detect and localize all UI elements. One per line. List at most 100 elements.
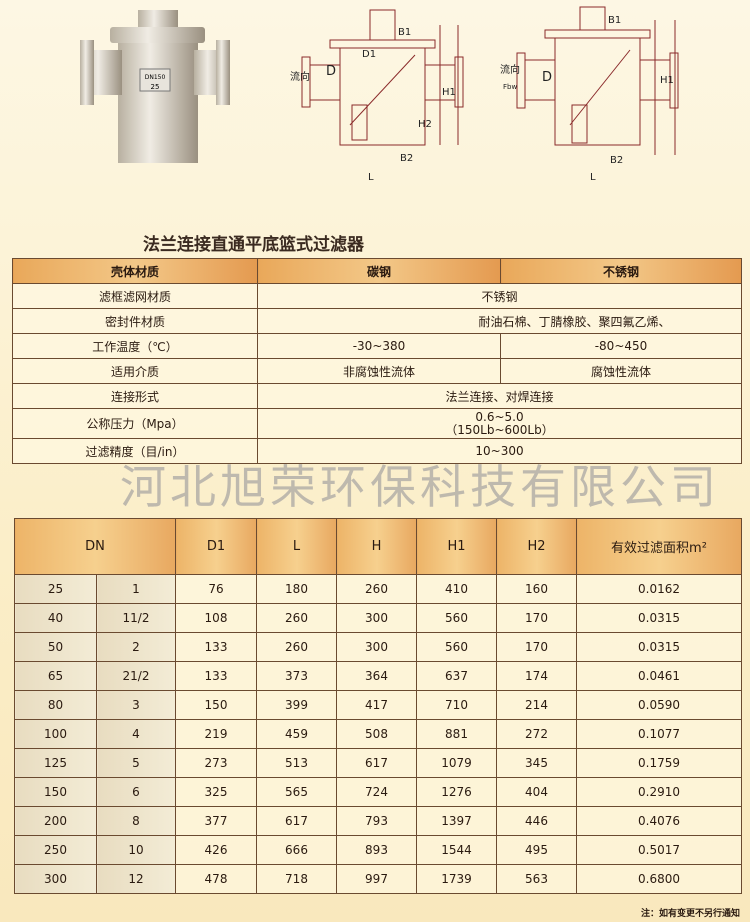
table-cell: 0.0315 xyxy=(576,632,742,662)
header-cell: H1 xyxy=(416,518,497,575)
table-cell: 1276 xyxy=(416,777,497,807)
table-cell: 40 xyxy=(14,603,97,633)
table-cell: 3 xyxy=(96,690,176,720)
table-cell: 4 xyxy=(96,719,176,749)
table-cell: 1 xyxy=(96,574,176,604)
table-row: 40 11/2 108 260 300 560 170 0.0315 xyxy=(14,603,742,633)
row-value: 腐蚀性流体 xyxy=(500,358,742,384)
fbw-label: Fbw xyxy=(503,83,517,91)
table-cell: 881 xyxy=(416,719,497,749)
table-cell: 10 xyxy=(96,835,176,865)
pressure-lb: （150Lb~600Lb） xyxy=(445,422,554,437)
table-row: 100 4 219 459 508 881 272 0.1077 xyxy=(14,719,742,749)
table-cell: 170 xyxy=(496,603,577,633)
header-cell: 壳体材质 xyxy=(12,258,258,284)
d-label: D xyxy=(542,70,552,85)
table-cell: 21/2 xyxy=(96,661,176,691)
table-row: 150 6 325 565 724 1276 404 0.2910 xyxy=(14,777,742,807)
table-row: 50 2 133 260 300 560 170 0.0315 xyxy=(14,632,742,662)
nameplate-size: 25 xyxy=(151,83,160,91)
row-value: 10~300 xyxy=(257,438,742,464)
table-cell: 150 xyxy=(175,690,257,720)
page-title: 法兰连接直通平底篮式过滤器 xyxy=(143,235,364,255)
table-row: 滤框滤网材质 不锈钢 xyxy=(12,283,742,309)
table-cell: 219 xyxy=(175,719,257,749)
table-cell: 0.0461 xyxy=(576,661,742,691)
h2-label: H2 xyxy=(418,119,432,130)
table-cell: 1397 xyxy=(416,806,497,836)
table-cell: 495 xyxy=(496,835,577,865)
b2-label: B2 xyxy=(400,153,413,164)
table-row: 连接形式 法兰连接、对焊连接 xyxy=(12,383,742,409)
table-cell: 325 xyxy=(175,777,257,807)
table-cell: 1079 xyxy=(416,748,497,778)
row-label: 公称压力（Mpa） xyxy=(12,408,258,439)
table-row: 300 12 478 718 997 1739 563 0.6800 xyxy=(14,864,742,894)
row-value: -30~380 xyxy=(257,333,501,359)
table-row: 25 1 76 180 260 410 160 0.0162 xyxy=(14,574,742,604)
footnote: 注：如有变更不另行通知 xyxy=(640,909,740,919)
row-value: 法兰连接、对焊连接 xyxy=(257,383,742,409)
table-cell: 563 xyxy=(496,864,577,894)
table-cell: 446 xyxy=(496,806,577,836)
table-cell: 710 xyxy=(416,690,497,720)
table-cell: 12 xyxy=(96,864,176,894)
b1-label: B1 xyxy=(608,15,621,26)
table-row: 65 21/2 133 373 364 637 174 0.0461 xyxy=(14,661,742,691)
dimension-table: DN D1 L H H1 H2 有效过滤面积m² 25 1 76 180 260 410 1… xyxy=(14,518,742,894)
table-cell: 174 xyxy=(496,661,577,691)
table-cell: 666 xyxy=(256,835,337,865)
row-value: 不锈钢 xyxy=(257,283,742,309)
table-cell: 133 xyxy=(175,661,257,691)
table-cell: 8 xyxy=(96,806,176,836)
table-row: 过滤精度（目/in） 10~300 xyxy=(12,438,742,464)
table-cell: 399 xyxy=(256,690,337,720)
table-cell: 50 xyxy=(14,632,97,662)
table-row: 250 10 426 666 893 1544 495 0.5017 xyxy=(14,835,742,865)
table-cell: 793 xyxy=(336,806,417,836)
l-label: L xyxy=(590,172,596,183)
header-cell: DN xyxy=(14,518,176,575)
header-cell: H2 xyxy=(496,518,577,575)
table-cell: 426 xyxy=(175,835,257,865)
table-cell: 260 xyxy=(336,574,417,604)
table-cell: 272 xyxy=(496,719,577,749)
table-cell: 180 xyxy=(256,574,337,604)
header-cell: 不锈钢 xyxy=(500,258,742,284)
table-cell: 6 xyxy=(96,777,176,807)
table-cell: 0.2910 xyxy=(576,777,742,807)
table-cell: 724 xyxy=(336,777,417,807)
table-cell: 997 xyxy=(336,864,417,894)
flow-label: 流向 xyxy=(500,63,520,76)
table-cell: 108 xyxy=(175,603,257,633)
table-row: 公称压力（Mpa） 0.6~5.0 （150Lb~600Lb） xyxy=(12,408,742,439)
row-label: 工作温度（℃） xyxy=(12,333,258,359)
table-row: 200 8 377 617 793 1397 446 0.4076 xyxy=(14,806,742,836)
table-cell: 250 xyxy=(14,835,97,865)
table-cell: 565 xyxy=(256,777,337,807)
table-cell: 508 xyxy=(336,719,417,749)
d-label: D xyxy=(326,64,336,79)
dimension-header-row: DN D1 L H H1 H2 有效过滤面积m² xyxy=(14,518,742,575)
table-cell: 617 xyxy=(256,806,337,836)
table-cell: 345 xyxy=(496,748,577,778)
table-cell: 617 xyxy=(336,748,417,778)
table-row: 适用介质 非腐蚀性流体 腐蚀性流体 xyxy=(12,358,742,384)
table-cell: 404 xyxy=(496,777,577,807)
product-photo: DN150 25 xyxy=(80,10,230,163)
table-cell: 560 xyxy=(416,603,497,633)
row-label: 密封件材质 xyxy=(12,308,258,334)
table-cell: 65 xyxy=(14,661,97,691)
pressure-mpa: 0.6~5.0 xyxy=(475,409,524,424)
table-cell: 410 xyxy=(416,574,497,604)
table-cell: 0.0590 xyxy=(576,690,742,720)
table-cell: 0.1759 xyxy=(576,748,742,778)
row-value: -80~450 xyxy=(500,333,742,359)
row-label: 滤框滤网材质 xyxy=(12,283,258,309)
table-row: 密封件材质 耐油石棉、丁腈橡胶、聚四氟乙烯、 xyxy=(12,308,742,334)
spec-table: 壳体材质 碳钢 不锈钢 滤框滤网材质 不锈钢 密封件材质 耐油石棉、丁腈橡胶、聚四氟乙烯… xyxy=(12,258,742,464)
watermark: 河北旭荣环保科技有限公司 xyxy=(120,460,720,514)
table-cell: 300 xyxy=(14,864,97,894)
table-cell: 0.0315 xyxy=(576,603,742,633)
table-cell: 214 xyxy=(496,690,577,720)
